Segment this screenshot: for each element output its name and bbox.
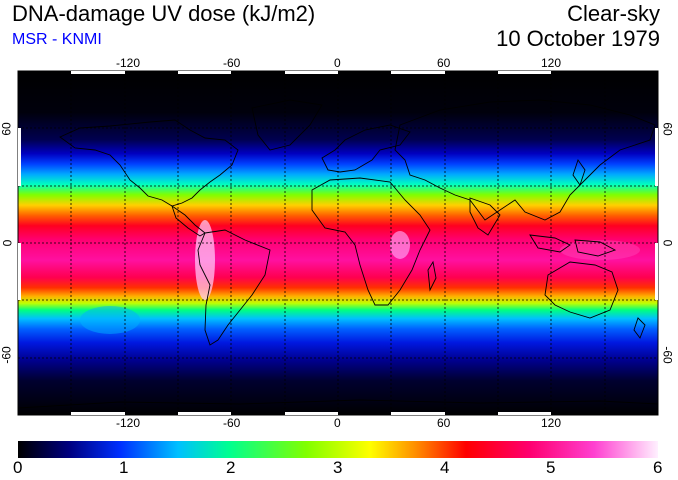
lat-tick-left: -60: [0, 346, 14, 364]
lon-tick-top: -120: [116, 56, 141, 70]
frame-bars: [18, 71, 658, 415]
lon-tick-bottom: 60: [437, 416, 451, 430]
lon-tick-top: 60: [437, 56, 451, 70]
colorbar-label: 6: [653, 458, 663, 477]
colorbar-label: 5: [546, 458, 556, 477]
colorbar-label: 0: [13, 458, 23, 477]
source-label: MSR - KNMI: [12, 31, 102, 48]
lon-tick-top: 120: [541, 56, 562, 70]
lat-tick-right: 60: [660, 122, 675, 136]
colorbar: [18, 441, 658, 458]
lon-tick-bottom: -120: [116, 416, 141, 430]
lat-tick-left: 0: [0, 239, 15, 247]
colorbar-label: 2: [226, 458, 236, 477]
colorbar-label: 4: [440, 458, 450, 477]
map-title: DNA-damage UV dose (kJ/m2): [12, 1, 316, 26]
lat-tick-right: 0: [660, 239, 675, 247]
colorbar-label: 1: [119, 458, 129, 477]
coastlines: [18, 99, 658, 409]
lat-tick-left: 60: [0, 122, 14, 136]
lon-tick-top: -60: [223, 56, 241, 70]
lon-tick-bottom: -60: [223, 416, 241, 430]
map-date: 10 October 1979: [496, 26, 660, 51]
lat-tick-right: -60: [660, 346, 675, 364]
sky-condition: Clear-sky: [567, 1, 660, 26]
lon-tick-bottom: 120: [541, 416, 562, 430]
graticule: [18, 71, 658, 415]
lon-tick-top: 0: [334, 56, 341, 70]
lon-tick-bottom: 0: [334, 416, 341, 430]
colorbar-label: 3: [333, 458, 343, 477]
